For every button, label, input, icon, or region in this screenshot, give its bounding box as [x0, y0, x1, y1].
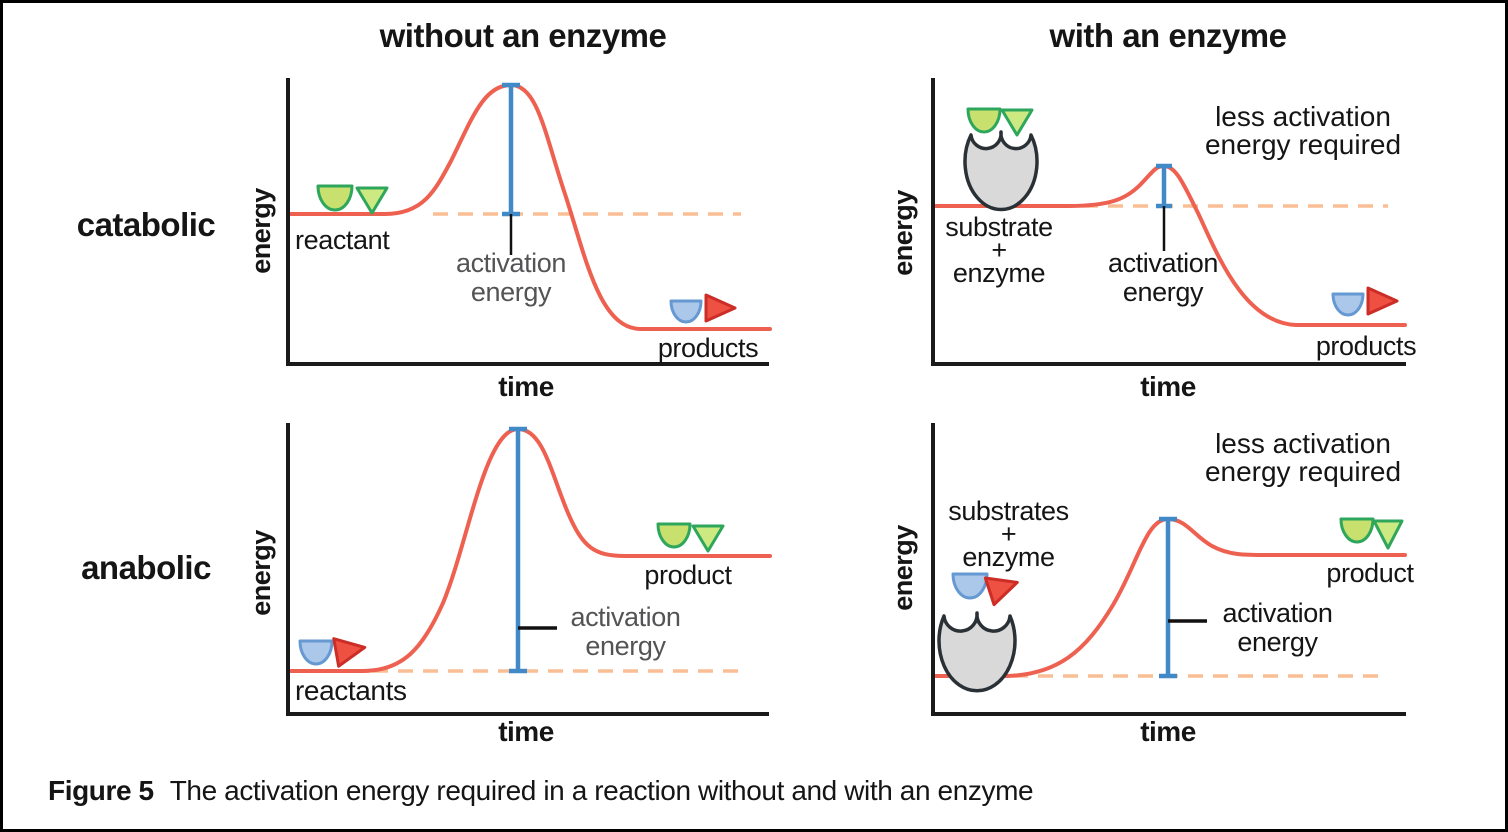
plus-sign: +: [1000, 519, 1017, 549]
blue-product-dome-icon: [669, 299, 703, 324]
blue-substrate-dome-icon: [951, 572, 989, 600]
row-label-anabolic: anabolic: [81, 549, 211, 586]
less-activation-line1: less activation: [1215, 428, 1391, 459]
column-title-without-enzyme: without an enzyme: [379, 17, 667, 54]
axes: [286, 423, 769, 716]
reactants-label: reactants: [295, 675, 407, 706]
y-axis-label: energy: [246, 188, 276, 274]
activation-energy-line1: activation: [1107, 248, 1219, 278]
green-substrate-triangle-icon: [1000, 108, 1034, 137]
product-label: product: [1326, 558, 1414, 588]
red-product-triangle-icon: [1366, 286, 1399, 316]
enzyme-icon: [963, 130, 1039, 212]
figure-caption-number: Figure 5: [48, 775, 154, 806]
row-label-catabolic: catabolic: [76, 206, 216, 243]
enzyme-line: enzyme: [952, 258, 1046, 288]
reactant-label: reactant: [295, 225, 390, 255]
activation-energy-marker: [1156, 163, 1172, 209]
blue-product-dome-icon: [1331, 292, 1365, 317]
figure-caption: Figure 5 The activation energy required i…: [48, 775, 1034, 807]
green-product-triangle-icon: [1372, 519, 1404, 550]
green-product-triangle-icon: [691, 524, 725, 553]
axes: [931, 423, 1406, 716]
product-label: product: [644, 560, 732, 590]
red-product-triangle-icon: [704, 293, 737, 323]
x-axis-label: time: [498, 371, 554, 402]
products-label: products: [1315, 331, 1417, 361]
anabolic-without-enzyme-chart: [286, 423, 772, 716]
activation-energy-line2: energy: [585, 631, 666, 661]
substrate-line: substrate: [945, 212, 1053, 242]
activation-energy-line1: activation: [455, 248, 567, 278]
enzyme-icon: [937, 611, 1017, 693]
less-activation-line2: energy required: [1204, 129, 1402, 160]
green-product-dome-icon: [1339, 517, 1375, 544]
catabolic-with-enzyme-chart: [931, 78, 1407, 366]
energy-curve: [289, 426, 772, 673]
activation-energy-line1: activation: [570, 602, 681, 632]
green-product-dome-icon: [656, 522, 692, 549]
less-activation-line2: energy required: [1204, 456, 1402, 487]
y-axis-label: energy: [246, 530, 276, 616]
activation-energy-label: activation energy: [543, 603, 708, 661]
green-substrate-dome-icon: [966, 107, 1002, 134]
anabolic-with-enzyme-chart: [931, 423, 1407, 716]
activation-energy-line2: energy: [470, 277, 552, 307]
red-reactant-triangle-icon: [332, 637, 367, 668]
blue-reactant-dome-icon: [298, 639, 334, 666]
figure-caption-text: The activation energy required in a reac…: [169, 775, 1034, 806]
x-axis-label: time: [498, 716, 554, 747]
activation-energy-label: activation energy: [411, 249, 611, 307]
column-title-with-enzyme: with an enzyme: [1049, 17, 1287, 54]
axes: [931, 78, 1406, 366]
less-activation-note: less activation energy required: [1193, 430, 1413, 486]
less-activation-note: less activation energy required: [1193, 103, 1413, 159]
activation-energy-marker: [1159, 516, 1177, 679]
activation-energy-line2: energy: [1237, 627, 1318, 657]
catabolic-without-enzyme-chart: [286, 78, 772, 366]
energy-curve: [289, 82, 772, 331]
activation-energy-label: activation energy: [1063, 249, 1263, 307]
substrates-line: substrates: [948, 496, 1069, 526]
activation-energy-label: activation energy: [1195, 599, 1360, 657]
substrate-enzyme-label: substrate + enzyme: [933, 212, 1065, 288]
activation-energy-marker: [509, 426, 527, 674]
enzyme-line: enzyme: [962, 542, 1055, 572]
activation-energy-line2: energy: [1122, 277, 1204, 307]
red-substrate-triangle-icon: [983, 576, 1019, 607]
substrates-enzyme-label: substrates + enzyme: [936, 496, 1081, 572]
products-label: products: [657, 333, 759, 363]
x-axis-label: time: [1140, 716, 1196, 747]
x-axis-label: time: [1140, 371, 1196, 402]
y-axis-label: energy: [888, 525, 918, 611]
energy-curve: [934, 516, 1407, 678]
green-substrate-triangle-icon: [355, 186, 389, 215]
y-axis-label: energy: [888, 190, 918, 276]
green-substrate-dome-icon: [316, 184, 354, 212]
activation-energy-marker: [502, 82, 520, 217]
less-activation-line1: less activation: [1215, 101, 1391, 132]
axes: [286, 78, 769, 366]
activation-energy-line1: activation: [1222, 598, 1333, 628]
plus-sign: +: [991, 235, 1007, 265]
